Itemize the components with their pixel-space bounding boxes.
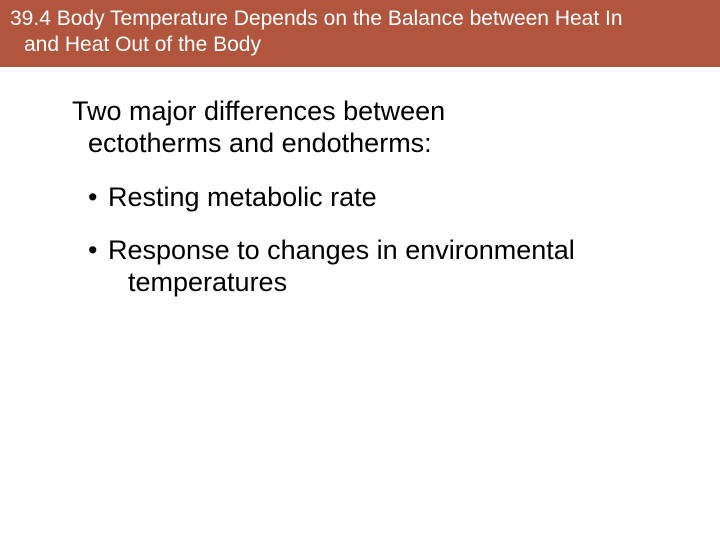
bullet-text: Resting metabolic rate (108, 182, 377, 212)
title-line-2: and Heat Out of the Body (10, 33, 261, 56)
lead-line-2: ectotherms and endotherms: (72, 128, 432, 158)
bullet-text: Response to changes in environmental (108, 235, 575, 265)
slide-body: Two major differences between ectotherms… (0, 67, 720, 299)
slide: 39.4 Body Temperature Depends on the Bal… (0, 0, 720, 540)
title-bar: 39.4 Body Temperature Depends on the Bal… (0, 0, 720, 67)
lead-text: Two major differences between ectotherms… (72, 95, 670, 160)
title-line-1: 39.4 Body Temperature Depends on the Bal… (10, 7, 623, 30)
slide-title: 39.4 Body Temperature Depends on the Bal… (10, 6, 710, 59)
bullet-item: Resting metabolic rate (88, 181, 670, 213)
lead-line-1: Two major differences between (72, 96, 445, 126)
bullet-item: Response to changes in environmental tem… (88, 234, 670, 299)
bullet-list: Resting metabolic rate Response to chang… (72, 181, 670, 298)
bullet-text-cont: temperatures (108, 266, 670, 298)
